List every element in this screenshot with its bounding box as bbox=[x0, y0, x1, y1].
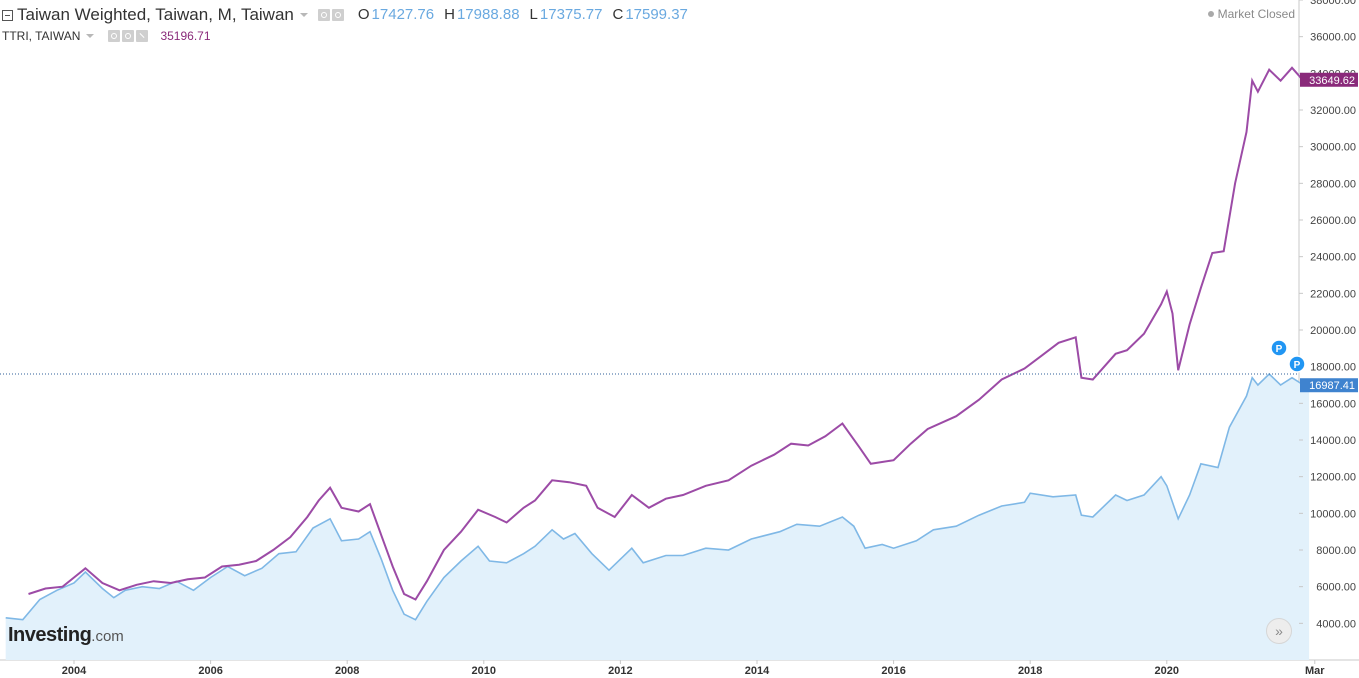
chevron-down-icon[interactable] bbox=[86, 34, 95, 38]
ohlc-close: C 17599.37 bbox=[612, 6, 688, 23]
overlay-series-title[interactable]: TTRI, TAIWAN bbox=[2, 29, 81, 43]
y-tick-label: 24000.00 bbox=[1310, 252, 1356, 264]
gear-icon[interactable] bbox=[331, 9, 344, 21]
market-status: Market Closed bbox=[1207, 7, 1295, 21]
x-tick-label: 2020 bbox=[1155, 665, 1179, 677]
close-icon[interactable] bbox=[136, 30, 149, 42]
market-status-text: Market Closed bbox=[1217, 7, 1295, 21]
twii-last-value-label-bg bbox=[1300, 378, 1358, 393]
y-tick-label: 20000.00 bbox=[1310, 325, 1356, 337]
x-axis: 2004 2006 2008 2010 2012 2014 2016 2018 2020 Mar bbox=[62, 660, 1325, 677]
overlay-series-value: 35196.71 bbox=[160, 29, 211, 43]
investing-logo: Investing.com bbox=[8, 624, 124, 646]
event-marker-icon[interactable] bbox=[1288, 355, 1306, 373]
ttri-last-value-label-bg bbox=[1300, 72, 1358, 87]
event-marker-icon[interactable] bbox=[1270, 339, 1288, 357]
gear-icon[interactable] bbox=[122, 30, 135, 42]
y-tick-label: 26000.00 bbox=[1310, 215, 1356, 227]
ohlc-low: L 17375.77 bbox=[529, 6, 603, 23]
main-series-legend: Taiwan Weighted, Taiwan, M, Taiwan O 1742… bbox=[0, 4, 688, 26]
y-tick-label: 28000.00 bbox=[1310, 178, 1356, 190]
y-tick-label: 36000.00 bbox=[1310, 32, 1356, 44]
twii-last-value-label: 16987.41 bbox=[1309, 380, 1355, 392]
y-tick-label: 14000.00 bbox=[1310, 435, 1356, 447]
y-tick-label: 16000.00 bbox=[1310, 398, 1356, 410]
scroll-right-icon[interactable]: » bbox=[1266, 618, 1292, 644]
y-tick-label: 32000.00 bbox=[1310, 105, 1356, 117]
ttri-last-value-label: 33649.62 bbox=[1309, 75, 1355, 87]
y-axis: 4000.00 6000.00 8000.00 10000.00 12000.00 140… bbox=[1299, 0, 1356, 630]
x-tick-label: 2006 bbox=[198, 665, 222, 677]
ohlc-high: H 17988.88 bbox=[444, 6, 520, 23]
ohlc-open: O 17427.76 bbox=[357, 6, 435, 23]
settings-icon[interactable] bbox=[108, 30, 121, 42]
x-tick-label: 2016 bbox=[881, 665, 905, 677]
y-tick-label: 12000.00 bbox=[1310, 472, 1356, 484]
event-marker-label: P bbox=[1294, 360, 1301, 371]
y-tick-label: 4000.00 bbox=[1316, 618, 1356, 630]
collapse-icon[interactable] bbox=[2, 9, 13, 21]
y-tick-label: 8000.00 bbox=[1316, 545, 1356, 557]
y-tick-label: 10000.00 bbox=[1310, 508, 1356, 520]
x-tick-label: 2012 bbox=[608, 665, 632, 677]
twii-area-fill bbox=[5, 374, 1310, 660]
x-tick-label: 2004 bbox=[62, 665, 87, 677]
y-tick-label: 38000.00 bbox=[1310, 0, 1356, 7]
y-tick-label: 18000.00 bbox=[1310, 362, 1356, 374]
x-tick-label: Mar bbox=[1305, 665, 1325, 677]
x-tick-label: 2010 bbox=[472, 665, 496, 677]
last-value-labels: 33649.62 16987.41 bbox=[1300, 72, 1358, 393]
chevron-down-icon[interactable] bbox=[299, 13, 308, 17]
event-markers[interactable]: PP bbox=[1270, 339, 1306, 373]
x-tick-label: 2014 bbox=[745, 665, 770, 677]
overlay-series-legend: TTRI, TAIWAN 35196.71 bbox=[0, 28, 211, 44]
y-tick-label: 6000.00 bbox=[1316, 582, 1356, 594]
ttri-series-line bbox=[28, 66, 1310, 601]
x-tick-label: 2018 bbox=[1018, 665, 1042, 677]
settings-icon[interactable] bbox=[317, 9, 330, 21]
x-axis-background bbox=[0, 661, 1359, 678]
y-tick-label: 22000.00 bbox=[1310, 288, 1356, 300]
y-tick-label: 30000.00 bbox=[1310, 142, 1356, 154]
status-dot-icon bbox=[1207, 11, 1214, 17]
x-tick-label: 2008 bbox=[335, 665, 359, 677]
main-series-title[interactable]: Taiwan Weighted, Taiwan, M, Taiwan bbox=[17, 5, 294, 24]
event-marker-label: P bbox=[1276, 344, 1283, 355]
